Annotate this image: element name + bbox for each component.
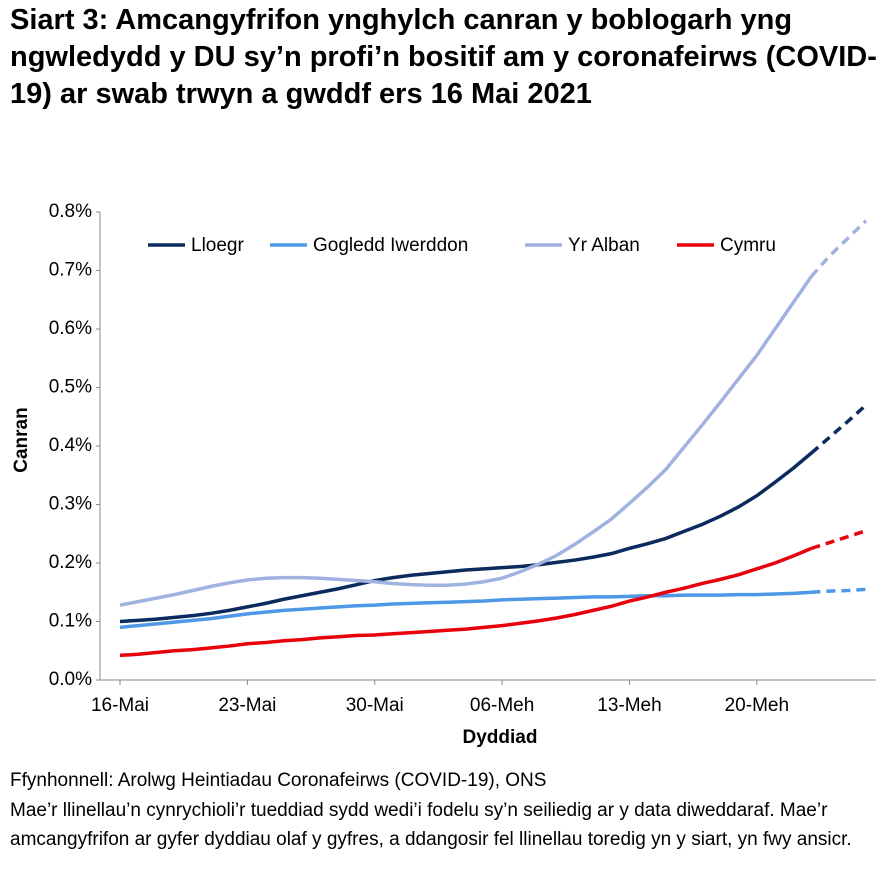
series-line [119,451,813,624]
legend-label: Lloegr [191,235,244,256]
y-tick-label: 0.2% [49,552,92,573]
y-tick-label: 0.1% [49,611,92,632]
y-tick-label: 0.7% [49,260,92,281]
series-line [119,590,812,630]
legend-label: Yr Alban [568,235,640,256]
x-tick-label: 16-Mai [91,695,149,716]
series-line-dashed [810,403,868,455]
y-tick-label: 0.3% [49,494,92,515]
x-axis-label: Dyddiad [463,727,538,748]
legend-label: Gogledd Iwerddon [313,235,468,256]
x-tick-label: 30-Mai [346,695,404,716]
footnotes: Ffynhonnell: Arolwg Heintiadau Coronafei… [10,766,880,855]
chart-title: Siart 3: Amcangyfrifon ynghylch canran y… [10,4,877,110]
series-line-dashed [810,529,867,551]
x-tick-label: 20-Meh [725,695,789,716]
y-tick-label: 0.5% [49,377,92,398]
x-tick-label: 13-Meh [597,695,661,716]
series-line [119,275,813,607]
y-tick-label: 0.8% [49,201,92,222]
legend-label: Cymru [720,235,776,256]
y-tick-label: 0.6% [49,318,92,339]
y-tick-label: 0.4% [49,435,92,456]
series-line-dashed [811,587,867,594]
source: Ffynhonnell: Arolwg Heintiadau Coronafei… [10,770,547,791]
series-line-dashed [810,219,868,278]
series-line [119,546,813,658]
x-tick-label: 06-Meh [470,695,534,716]
y-tick-label: 0.0% [49,669,92,690]
x-tick-label: 23-Mai [218,695,276,716]
note: Mae’r llinellau’n cynrychioli’r tueddiad… [10,799,852,851]
y-axis-label: Canran [11,407,32,472]
